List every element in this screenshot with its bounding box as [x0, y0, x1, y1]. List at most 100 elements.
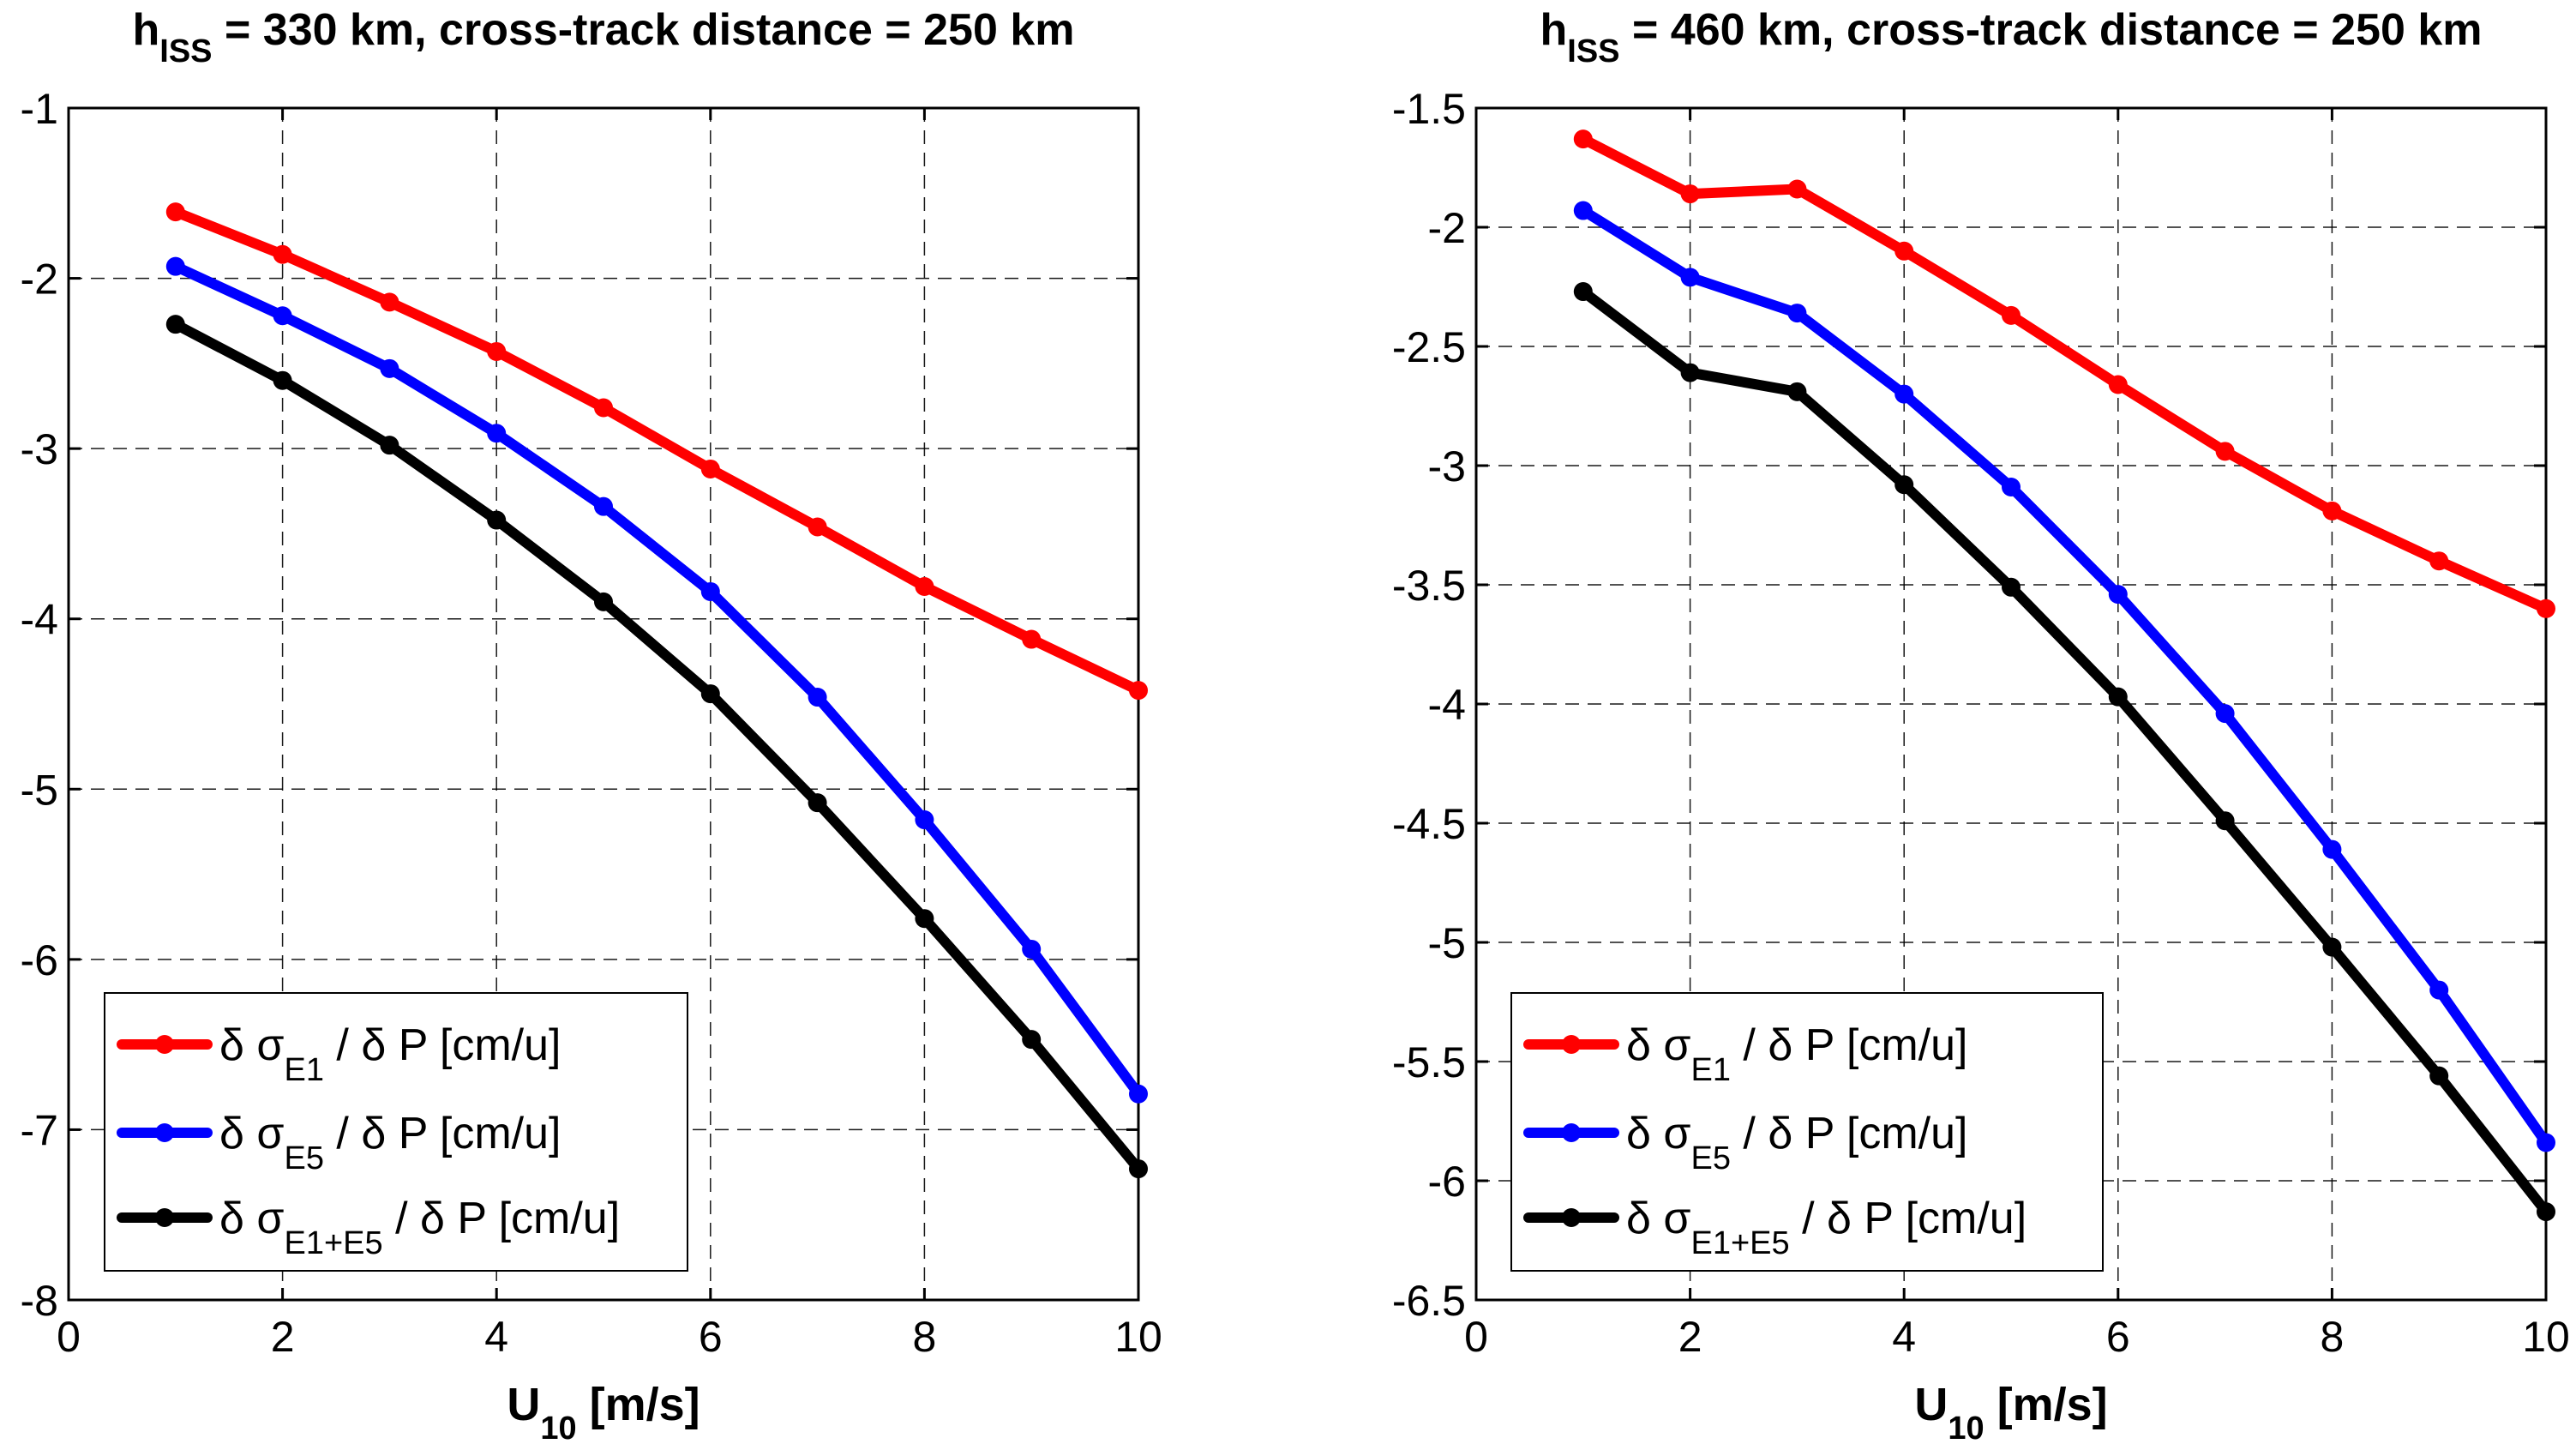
data-point-E1+E5	[1129, 1159, 1148, 1179]
data-point-E1	[1129, 681, 1148, 701]
data-point-E5	[808, 688, 827, 707]
y-tick-label: -3	[1428, 442, 1466, 490]
x-tick-label: 6	[2106, 1313, 2130, 1361]
x-tick-label: 10	[1114, 1313, 1162, 1361]
data-point-E1+E5	[1573, 282, 1593, 302]
data-point-E1+E5	[2537, 1202, 2555, 1222]
x-axis-label: U10 [m/s]	[507, 1379, 700, 1444]
y-tick-label: -5.5	[1392, 1038, 1466, 1086]
data-point-E5	[380, 358, 399, 378]
data-point-E1+E5	[2002, 577, 2021, 597]
x-tick-label: 2	[1678, 1313, 1702, 1361]
y-tick-label: -6	[21, 936, 58, 984]
data-point-E1	[2322, 501, 2342, 520]
data-point-E1	[2215, 442, 2235, 461]
data-point-E1+E5	[2108, 687, 2128, 707]
legend-label-symbol: δ σ	[219, 1020, 285, 1070]
title-subscript: ISS	[159, 33, 212, 69]
chart-title: hISS = 460 km, cross-track distance = 25…	[1540, 5, 2483, 69]
data-point-E1+E5	[380, 436, 399, 455]
data-point-E5	[2429, 980, 2449, 1000]
y-tick-label: -4	[21, 596, 58, 644]
x-tick-label: 2	[271, 1313, 295, 1361]
y-tick-label: -4.5	[1392, 800, 1466, 848]
data-point-E1+E5	[808, 793, 827, 813]
legend-label-rest: / δ P [cm/u]	[1731, 1020, 1968, 1070]
data-point-E1	[808, 517, 827, 537]
data-point-E5	[487, 424, 507, 443]
x-tick-label: 10	[2522, 1313, 2570, 1361]
y-tick-label: -7	[21, 1106, 58, 1154]
x-axis-label-text: U	[1914, 1379, 1948, 1430]
legend-label-symbol: δ σ	[1626, 1194, 1691, 1243]
data-point-E5	[594, 496, 613, 516]
y-tick-label: -6	[1428, 1158, 1466, 1206]
data-point-E1+E5	[2322, 937, 2342, 957]
series-line-E5	[170, 261, 1144, 1099]
data-point-E1	[380, 292, 399, 312]
title-text: = 330 km, cross-track distance = 250 km	[213, 5, 1075, 55]
legend-label-E1: δ σE1 / δ P [cm/u]	[1626, 1020, 1968, 1088]
legend-marker-E1	[155, 1035, 174, 1054]
data-point-E5	[2002, 478, 2021, 497]
y-tick-label: -6.5	[1392, 1277, 1466, 1325]
data-point-E1+E5	[1022, 1030, 1042, 1050]
series-line-E1	[1577, 134, 2551, 614]
legend-label-E1+E5: δ σE1+E5 / δ P [cm/u]	[1626, 1194, 2027, 1261]
legend-label-E5: δ σE5 / δ P [cm/u]	[219, 1109, 561, 1176]
x-tick-label: 8	[912, 1313, 936, 1361]
data-point-E1	[2537, 599, 2555, 618]
legend-label-subscript: E1	[1691, 1052, 1731, 1088]
x-tick-label: 4	[1892, 1313, 1916, 1361]
data-point-E1	[1573, 129, 1593, 149]
data-point-E1+E5	[2429, 1066, 2449, 1086]
data-point-E5	[1894, 384, 1914, 404]
data-point-E5	[1787, 304, 1807, 323]
legend-label-subscript: E5	[1691, 1140, 1731, 1176]
data-point-E1	[1022, 629, 1042, 649]
x-tick-label: 6	[699, 1313, 723, 1361]
data-point-E1	[1787, 179, 1807, 199]
data-point-E5	[2322, 839, 2342, 859]
legend-label-subscript: E1	[285, 1052, 324, 1088]
data-point-E5	[165, 256, 185, 276]
legend-label-symbol: δ σ	[219, 1109, 285, 1158]
data-point-E1	[915, 576, 934, 596]
data-point-E5	[2537, 1133, 2555, 1152]
y-tick-label: -1.5	[1392, 85, 1466, 133]
legend-label-rest: / δ P [cm/u]	[324, 1020, 561, 1070]
legend-label-symbol: δ σ	[1626, 1020, 1691, 1070]
data-point-E1	[2429, 551, 2449, 571]
data-point-E1+E5	[273, 370, 292, 390]
y-tick-label: -1	[21, 85, 58, 133]
legend-label-subscript: E1+E5	[285, 1225, 383, 1261]
data-point-E5	[2215, 704, 2235, 724]
x-axis-label-subscript: 10	[1948, 1411, 1984, 1444]
data-point-E1+E5	[594, 592, 613, 611]
legend-label-E5: δ σE5 / δ P [cm/u]	[1626, 1109, 1968, 1176]
legend-label-subscript: E1+E5	[1691, 1225, 1790, 1261]
legend-label-rest: / δ P [cm/u]	[324, 1109, 561, 1158]
y-tick-label: -3	[21, 425, 58, 473]
data-point-E1+E5	[700, 684, 720, 704]
data-point-E5	[1129, 1084, 1148, 1104]
data-point-E1	[165, 202, 185, 222]
x-axis-label: U10 [m/s]	[1914, 1379, 2107, 1444]
legend-label-subscript: E5	[285, 1140, 324, 1176]
data-point-E1+E5	[1894, 475, 1914, 495]
x-axis-label-text: [m/s]	[577, 1379, 700, 1430]
data-point-E1	[2002, 305, 2021, 325]
data-point-E1+E5	[2215, 811, 2235, 831]
y-tick-label: -4	[1428, 681, 1466, 729]
data-point-E1	[1894, 241, 1914, 261]
x-axis-label-subscript: 10	[540, 1411, 576, 1444]
y-tick-label: -2	[21, 256, 58, 304]
chart-panel-460km: 0 2 4 6 8 10 -6.5 -6 -5.5 -5 -4.5 -4 -3.5 -3 -2.5 -2 -1.…	[1392, 5, 2570, 1444]
legend-marker-E1+E5	[155, 1208, 174, 1227]
legend-label-rest: / δ P [cm/u]	[1731, 1109, 1968, 1158]
series-line-E1	[170, 207, 1144, 696]
series-line-E5	[1577, 205, 2551, 1148]
y-tick-label: -3.5	[1392, 562, 1466, 610]
y-tick-label: -5	[21, 766, 58, 814]
title-text: h	[1540, 5, 1568, 55]
